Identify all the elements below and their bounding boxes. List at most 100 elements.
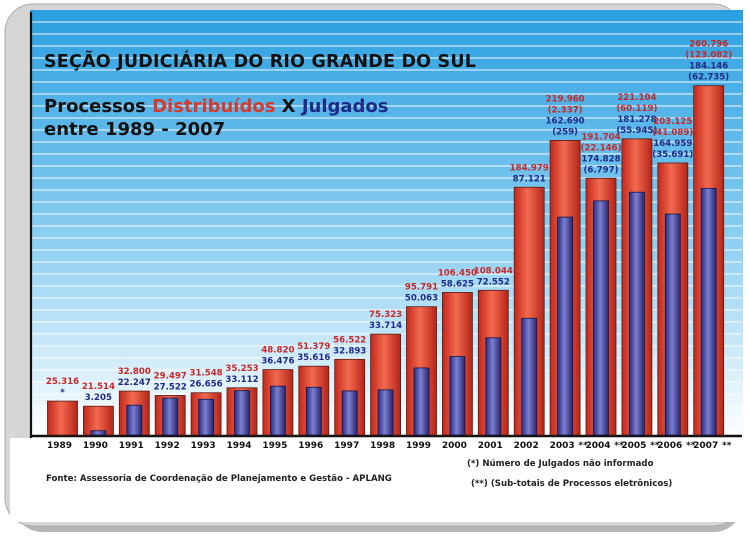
data-label-julgados: 164.959	[653, 139, 692, 149]
data-label-distribuidos: 108.044	[474, 266, 513, 276]
bar-julgados	[90, 430, 107, 436]
x-tick-label: 1996	[298, 441, 323, 451]
data-label-distribuidos: 25.316	[46, 377, 79, 387]
x-tick-suffix: **	[686, 441, 696, 451]
bar-distribuidos	[47, 400, 78, 436]
bar-julgados	[449, 356, 466, 436]
bar-julgados	[485, 337, 502, 436]
data-label-distribuidos: 32.800	[118, 367, 151, 377]
bar-julgados	[198, 398, 215, 436]
x-tick-label: 2005	[621, 441, 646, 451]
data-label-distribuidos: 191.704	[581, 132, 620, 142]
x-tick-suffix: **	[614, 441, 624, 451]
data-label-julgados: 36.476	[261, 357, 294, 367]
x-tick-suffix: **	[722, 441, 732, 451]
footnote-star: (*) Número de Julgados não informado	[467, 459, 654, 469]
x-tick-label: 1991	[119, 441, 144, 451]
data-label-distribuidos: 95.791	[405, 283, 438, 293]
data-label-julgados: *	[60, 388, 65, 398]
x-tick-label: 2006	[657, 441, 682, 451]
data-label-distribuidos: 184.979	[510, 163, 549, 173]
data-label-distribuidos-eletronicos: (41.089)	[652, 128, 693, 138]
data-label-distribuidos: 35.253	[225, 364, 258, 374]
x-tick-label: 2000	[442, 441, 467, 451]
data-label-julgados: 174.828	[581, 154, 620, 164]
subtitle-julgados: Julgados	[301, 96, 389, 117]
bar-julgados	[413, 367, 430, 436]
data-label-distribuidos: 75.323	[369, 310, 402, 320]
x-tick-label: 1999	[406, 441, 431, 451]
data-label-julgados-eletronicos: (35.691)	[652, 150, 693, 160]
data-label-distribuidos-eletronicos: (22.146)	[580, 143, 621, 153]
x-tick-label: 1990	[83, 441, 108, 451]
data-label-distribuidos: 56.522	[333, 335, 366, 345]
data-label-distribuidos-eletronicos: (123.082)	[685, 51, 732, 61]
data-label-distribuidos: 29.497	[154, 371, 187, 381]
x-tick-label: 2007	[693, 441, 718, 451]
data-label-julgados: 27.522	[154, 382, 187, 392]
x-tick-label: 1995	[262, 441, 287, 451]
data-label-julgados: 162.690	[546, 116, 585, 126]
data-label-julgados: 26.656	[190, 380, 223, 390]
data-label-julgados: 72.552	[477, 277, 510, 287]
bar-julgados	[269, 385, 286, 436]
data-label-julgados-eletronicos: (259)	[552, 127, 578, 137]
data-label-distribuidos: 106.450	[438, 268, 477, 278]
data-label-distribuidos: 260.796	[689, 40, 728, 50]
data-label-julgados: 181.278	[617, 115, 656, 125]
bar-julgados	[341, 390, 358, 436]
data-label-distribuidos: 219.960	[546, 94, 585, 104]
x-tick-label: 1998	[370, 441, 395, 451]
data-label-julgados: 50.063	[405, 294, 438, 304]
x-tick-label: 1992	[155, 441, 180, 451]
subtitle-period: entre 1989 - 2007	[44, 119, 226, 140]
data-label-julgados: 32.893	[333, 346, 366, 356]
x-tick-suffix: **	[578, 441, 588, 451]
bar-julgados	[377, 389, 394, 436]
data-label-julgados: 22.247	[118, 378, 151, 388]
x-tick-label: 2002	[514, 441, 539, 451]
x-tick-label: 2001	[478, 441, 503, 451]
bar-julgados	[557, 216, 573, 436]
data-label-distribuidos: 31.548	[190, 369, 223, 379]
x-tick-label: 1997	[334, 441, 359, 451]
subtitle-x: X	[275, 96, 302, 117]
data-label-distribuidos: 48.820	[261, 346, 294, 356]
data-label-distribuidos-eletronicos: (60.119)	[616, 104, 657, 114]
data-label-julgados: 3.205	[85, 393, 112, 403]
bar-julgados	[126, 404, 143, 436]
bar-julgados	[629, 191, 645, 436]
bars-group	[47, 85, 725, 436]
chart-subtitle: Processos Distribuídos X Julgados	[44, 96, 389, 117]
data-label-julgados: 184.146	[689, 62, 728, 72]
footer-panel	[10, 438, 743, 522]
bar-julgados	[162, 397, 179, 436]
data-label-julgados-eletronicos: (62.735)	[688, 73, 729, 83]
data-label-julgados-eletronicos: (6.797)	[583, 165, 618, 175]
subtitle-distribuidos: Distribuídos	[152, 96, 276, 117]
data-label-julgados: 33.112	[225, 375, 258, 385]
source-note: Fonte: Assessoria de Coordenação de Plan…	[46, 474, 392, 484]
x-tick-label: 1993	[191, 441, 216, 451]
subtitle-prefix: Processos	[44, 96, 153, 117]
data-label-distribuidos: 203.125	[653, 117, 692, 127]
bar-julgados	[234, 390, 250, 436]
bar-julgados	[521, 317, 538, 436]
data-label-distribuidos: 221.104	[617, 93, 656, 103]
data-label-julgados: 35.616	[297, 353, 330, 363]
data-label-julgados: 33.714	[369, 321, 402, 331]
bar-julgados	[664, 213, 681, 436]
x-tick-label: 1994	[226, 441, 251, 451]
data-label-distribuidos: 21.514	[82, 382, 115, 392]
bar-julgados	[700, 187, 717, 436]
data-label-julgados-eletronicos: (55.945)	[616, 126, 657, 136]
data-label-julgados: 58.625	[441, 279, 474, 289]
chart-title: SEÇÃO JUDICIÁRIA DO RIO GRANDE DO SUL	[44, 52, 477, 72]
x-tick-label: 2003	[550, 441, 575, 451]
bar-distribuidos	[370, 333, 402, 436]
x-tick-label: 2004	[585, 441, 610, 451]
x-tick-label: 1989	[47, 441, 72, 451]
data-label-distribuidos-eletronicos: (2.337)	[548, 105, 583, 115]
